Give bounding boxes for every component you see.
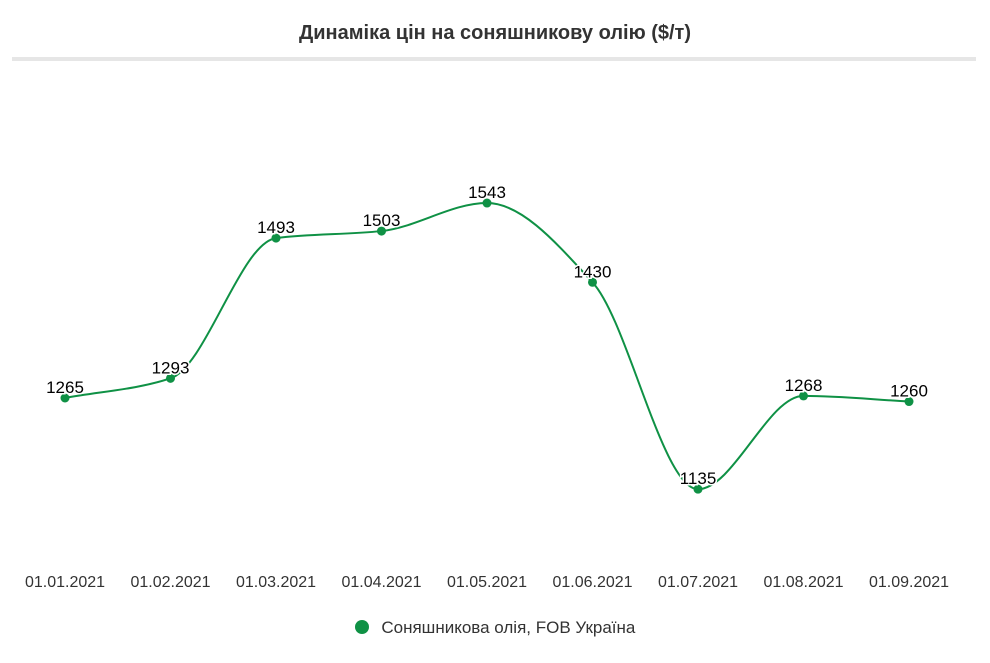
data-point[interactable] [377,226,386,236]
data-label: 1430 [574,262,612,281]
data-point[interactable] [693,484,703,494]
x-tick-label: 01.08.2021 [763,574,843,591]
x-tick-label: 01.09.2021 [869,574,949,591]
x-tick-label: 01.04.2021 [341,574,421,591]
data-label: 1543 [468,183,506,202]
legend-marker-icon [354,620,369,634]
x-tick-label: 01.03.2021 [236,574,316,591]
data-point[interactable] [904,397,914,407]
x-tick-label: 01.07.2021 [658,574,738,591]
data-label: 1265 [46,378,84,397]
data-label: 1268 [785,376,823,395]
data-label: 1293 [152,358,190,377]
data-point[interactable] [271,233,281,243]
title-divider [12,57,976,61]
x-tick-label: 01.01.2021 [25,574,105,591]
data-point[interactable] [588,277,597,287]
data-point[interactable] [799,391,808,401]
x-tick-label: 01.02.2021 [130,574,210,591]
x-tick-label: 01.06.2021 [552,574,632,591]
data-point[interactable] [166,373,175,383]
data-label: 1493 [257,218,295,237]
legend[interactable]: Соняшникова олія, FOB Україна [0,618,990,638]
data-label: 1503 [363,211,401,230]
data-point[interactable] [60,393,70,403]
legend-label: Соняшникова олія, FOB Україна [381,618,636,637]
data-label: 1260 [890,382,928,401]
series-line [64,202,910,491]
data-point[interactable] [482,198,492,208]
chart-title: Динаміка цін на соняшникову олію ($/т) [298,22,692,44]
x-tick-label: 01.05.2021 [447,574,527,591]
data-label: 1135 [680,469,717,488]
